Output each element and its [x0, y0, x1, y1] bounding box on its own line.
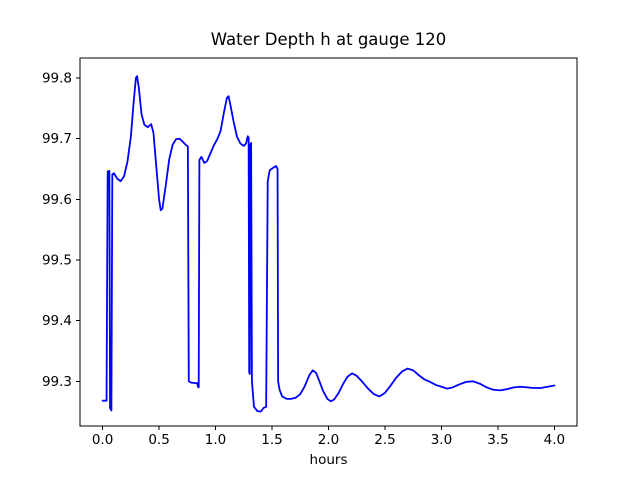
x-tick-label: 3.0 [431, 432, 452, 448]
x-tick-label: 0.5 [148, 432, 169, 448]
chart-title: Water Depth h at gauge 120 [210, 30, 447, 49]
y-tick-label: 99.3 [42, 374, 72, 390]
x-tick-label: 2.5 [374, 432, 395, 448]
x-tick-label: 1.5 [261, 432, 282, 448]
y-tick-label: 99.5 [42, 252, 72, 268]
x-tick-label: 0.0 [92, 432, 113, 448]
x-tick-label: 4.0 [544, 432, 565, 448]
x-tick-label: 2.0 [318, 432, 339, 448]
x-tick-label: 3.5 [487, 432, 508, 448]
y-tick-label: 99.8 [42, 71, 72, 87]
y-tick-label: 99.7 [42, 131, 72, 147]
y-tick-label: 99.4 [42, 313, 72, 329]
axes-frame [79, 57, 578, 427]
series-line-water-depth-h [101, 75, 556, 413]
x-tick-label: 1.0 [205, 432, 226, 448]
y-tick-label: 99.6 [42, 192, 72, 208]
x-axis-label: hours [309, 452, 348, 468]
